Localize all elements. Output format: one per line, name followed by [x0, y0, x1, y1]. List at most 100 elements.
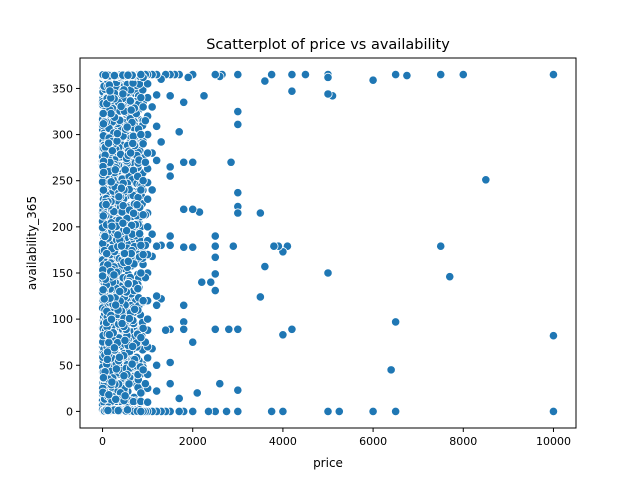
data-point	[203, 406, 214, 416]
data-point	[136, 332, 146, 343]
data-point	[98, 185, 109, 195]
data-point	[165, 91, 175, 101]
data-point	[122, 122, 132, 132]
data-point	[138, 139, 148, 149]
data-point	[391, 317, 401, 327]
data-point	[113, 405, 123, 416]
data-point	[123, 279, 133, 289]
data-point	[391, 406, 401, 416]
data-point	[233, 324, 243, 334]
data-point	[548, 70, 559, 80]
data-point	[143, 353, 153, 363]
data-point	[287, 70, 297, 80]
x-tick-label: 10000	[536, 435, 571, 448]
data-point	[323, 89, 333, 99]
data-point	[106, 314, 117, 324]
x-tick-label: 6000	[359, 435, 387, 448]
data-point	[152, 291, 162, 301]
data-point	[267, 70, 277, 80]
y-tick-label: 250	[52, 175, 73, 188]
data-point	[136, 185, 146, 195]
y-tick-label: 200	[52, 221, 73, 234]
data-point	[188, 157, 198, 167]
data-point	[140, 379, 150, 389]
data-point	[287, 324, 297, 334]
x-tick-label: 8000	[449, 435, 477, 448]
data-point	[323, 268, 333, 278]
data-point	[143, 222, 153, 232]
data-point	[104, 330, 114, 340]
data-point	[156, 137, 166, 147]
data-point	[98, 211, 108, 221]
data-point	[109, 207, 119, 217]
data-point	[152, 241, 162, 251]
y-tick-label: 350	[52, 82, 73, 95]
data-point	[120, 165, 130, 175]
data-point	[117, 318, 127, 329]
data-point	[188, 337, 198, 347]
data-point	[233, 385, 243, 395]
data-point	[161, 325, 171, 335]
data-point	[122, 405, 133, 415]
data-point	[115, 286, 125, 296]
data-point	[116, 183, 126, 193]
data-point	[104, 390, 114, 400]
data-point	[165, 379, 175, 389]
data-point	[192, 388, 202, 398]
data-point	[128, 138, 138, 149]
data-point	[179, 300, 189, 310]
data-point	[100, 231, 110, 242]
data-point	[127, 359, 137, 369]
data-point	[112, 129, 122, 139]
y-axis-label: availability_365	[25, 196, 39, 290]
data-point	[152, 90, 162, 100]
data-point	[100, 70, 111, 80]
data-point	[99, 294, 109, 304]
data-point	[124, 379, 134, 389]
data-point	[143, 148, 153, 158]
data-point	[174, 406, 184, 416]
data-point	[210, 70, 220, 80]
data-point	[233, 188, 243, 198]
data-point	[98, 119, 109, 129]
data-point	[165, 171, 175, 181]
data-point	[224, 324, 234, 334]
x-axis: 0 2000 4000 6000 8000 10000	[99, 428, 571, 448]
data-point	[116, 241, 127, 251]
data-point	[183, 72, 193, 82]
data-point	[135, 229, 145, 239]
data-point	[107, 377, 117, 387]
data-point	[103, 138, 114, 148]
data-point	[143, 397, 153, 407]
data-point	[210, 269, 220, 279]
data-point	[140, 116, 150, 126]
data-point	[107, 146, 117, 156]
data-point	[269, 241, 279, 251]
data-point	[129, 208, 139, 218]
data-point	[136, 93, 146, 103]
data-point	[116, 101, 126, 112]
data-point	[103, 405, 113, 416]
data-point	[109, 270, 119, 280]
data-point	[120, 391, 130, 401]
data-point	[210, 252, 220, 262]
data-point	[436, 70, 446, 80]
data-point	[147, 185, 157, 195]
data-point	[226, 157, 236, 167]
data-point	[101, 199, 111, 210]
data-point	[210, 241, 220, 251]
data-point	[102, 249, 112, 259]
data-point	[121, 226, 132, 236]
y-tick-label: 150	[52, 267, 73, 280]
data-point	[152, 155, 162, 166]
data-point	[548, 331, 559, 341]
data-point	[113, 230, 123, 240]
data-point	[143, 314, 153, 324]
data-point	[136, 70, 146, 80]
data-point	[260, 76, 270, 86]
data-point	[128, 341, 138, 352]
data-point	[138, 249, 148, 260]
data-point	[136, 129, 146, 140]
